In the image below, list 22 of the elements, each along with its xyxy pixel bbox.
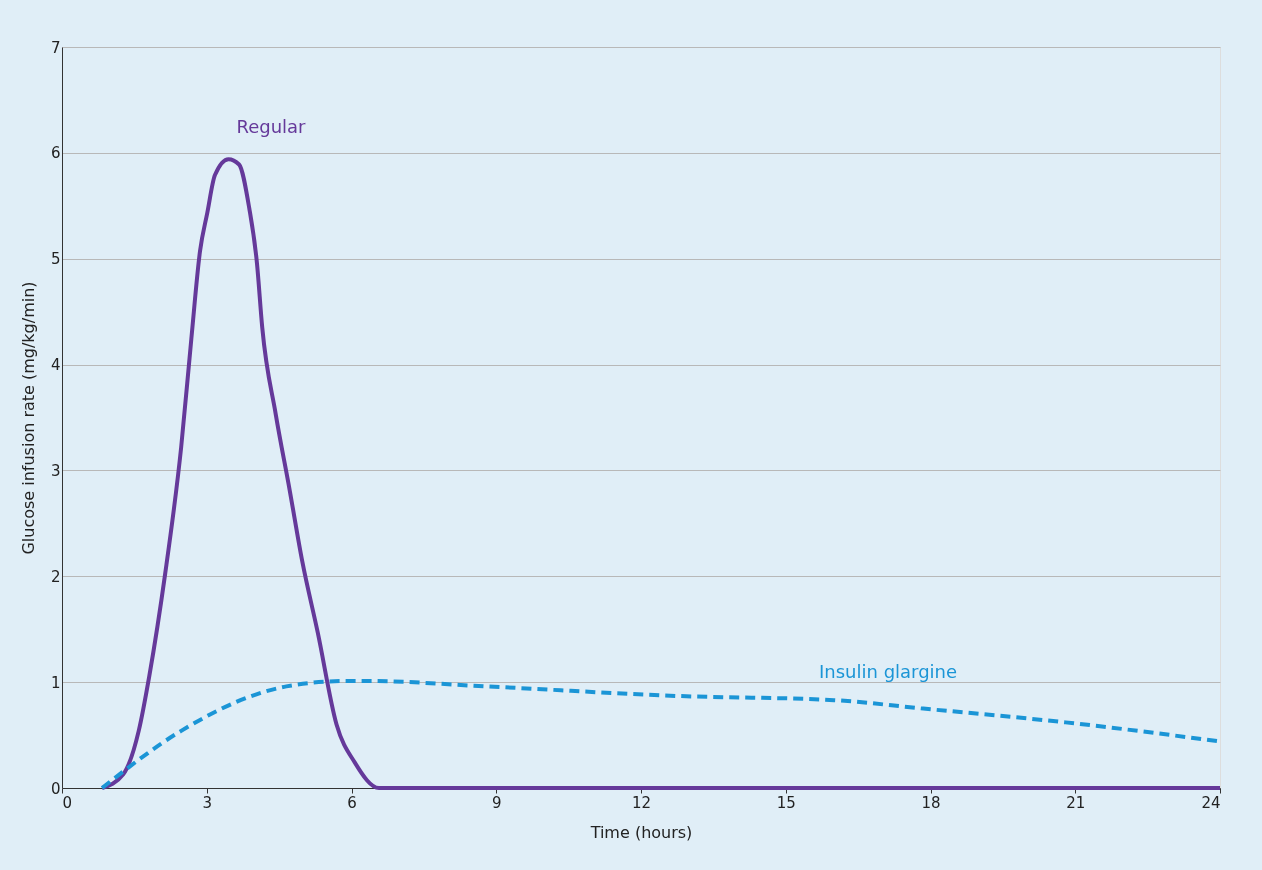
x-tick-label: 0 bbox=[62, 793, 73, 812]
y-axis-title: Glucose infusion rate (mg/kg/min) bbox=[18, 281, 38, 555]
x-tick-label: 15 bbox=[776, 793, 796, 812]
x-axis-title: Time (hours) bbox=[589, 822, 693, 842]
x-tick-label: 21 bbox=[1066, 793, 1086, 812]
y-tick-label: 1 bbox=[50, 673, 61, 692]
x-tick-label: 6 bbox=[347, 793, 357, 812]
y-tick-label: 2 bbox=[50, 567, 61, 586]
y-tick-label: 6 bbox=[50, 144, 61, 163]
x-tick-label: 3 bbox=[202, 793, 213, 812]
x-tick-label: 24 bbox=[1201, 793, 1221, 812]
x-tick-label: 18 bbox=[921, 793, 941, 812]
x-tick-label: 9 bbox=[491, 793, 502, 812]
y-tick-label: 4 bbox=[50, 356, 61, 375]
series-label: Insulin glargine bbox=[819, 661, 958, 683]
y-tick-label: 7 bbox=[50, 38, 61, 57]
x-tick-label: 12 bbox=[631, 793, 652, 812]
line-series bbox=[100, 157, 1222, 790]
y-tick-label: 3 bbox=[50, 461, 61, 480]
series-label: Regular bbox=[236, 116, 307, 138]
y-tick-label: 5 bbox=[50, 250, 61, 269]
y-tick-label: 0 bbox=[50, 779, 61, 798]
